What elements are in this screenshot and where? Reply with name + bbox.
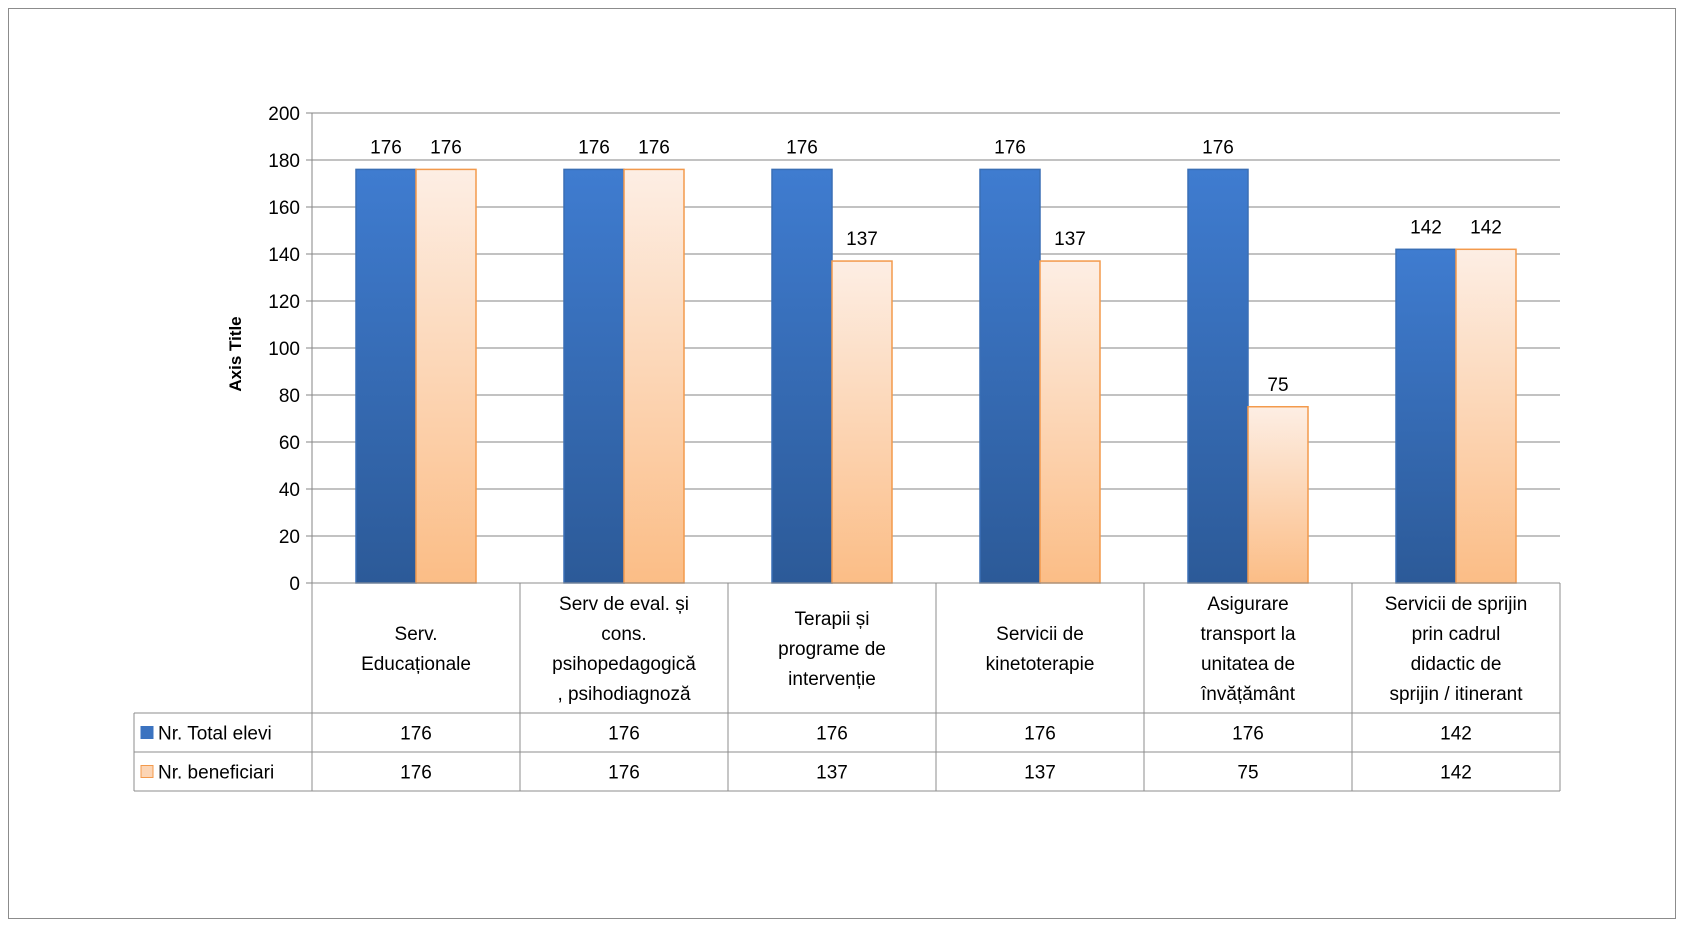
x-category-label: didactic de [1411, 654, 1502, 675]
x-category-label: unitatea de [1201, 654, 1295, 675]
table-cell-value: 142 [1440, 763, 1472, 784]
table-cell-value: 176 [400, 763, 432, 784]
x-category-label: intervenție [788, 669, 876, 690]
y-tick-label: 100 [268, 339, 300, 360]
bar [415, 168, 477, 584]
data-label: 142 [1470, 217, 1502, 238]
table-cell-value: 176 [608, 724, 640, 745]
x-category-label: Servicii de [996, 624, 1084, 645]
data-label: 75 [1267, 375, 1288, 396]
table-cell-value: 176 [1232, 724, 1264, 745]
table-cell-value: 176 [816, 724, 848, 745]
gridlines [306, 112, 1560, 584]
data-label: 176 [578, 137, 610, 158]
y-tick-label: 20 [279, 527, 300, 548]
table-cell-value: 137 [1024, 763, 1056, 784]
data-label: 176 [994, 137, 1026, 158]
legend-series-name: Nr. beneficiari [158, 763, 274, 784]
bar [563, 168, 625, 584]
x-category-label: transport la [1200, 624, 1295, 645]
x-category-label: sprijin / itinerant [1389, 684, 1523, 705]
bar [1455, 248, 1517, 584]
x-category-label: Serv de eval. și [559, 594, 689, 615]
table-cell-value: 137 [816, 763, 848, 784]
table-cell-value: 142 [1440, 724, 1472, 745]
x-category-label: Servicii de sprijin [1385, 594, 1528, 615]
legend-key [140, 726, 154, 739]
bar [831, 260, 893, 584]
bar [1039, 260, 1101, 584]
y-tick-label: 160 [268, 198, 300, 219]
y-tick-label: 0 [289, 574, 300, 595]
data-label: 137 [1054, 229, 1086, 250]
x-category-label: cons. [601, 624, 646, 645]
x-category-label: Educaționale [361, 654, 471, 675]
chart-frame: 0 20 40 60 80 100 120 140 160 180 200 176 176 176 176… [8, 8, 1676, 919]
x-category-label: , psihodiagnoză [557, 684, 691, 705]
data-label: 176 [370, 137, 402, 158]
table-cell-value: 75 [1237, 763, 1258, 784]
data-table: Serv. Educaționale Serv de eval. și cons. ps… [133, 582, 1561, 792]
x-category-label: psihopedagogică [552, 654, 696, 675]
y-axis-title: Axis Title [226, 316, 245, 391]
x-category-label: Terapii și [795, 609, 870, 630]
x-category-label: Serv. [395, 624, 438, 645]
y-tick-label: 80 [279, 386, 300, 407]
x-category-label: învățământ [1200, 684, 1296, 705]
y-axis: 0 20 40 60 80 100 120 140 160 180 200 [268, 104, 313, 595]
y-tick-label: 200 [268, 104, 300, 125]
y-tick-label: 120 [268, 292, 300, 313]
data-label: 137 [846, 229, 878, 250]
legend-series-name: Nr. Total elevi [158, 724, 272, 745]
bar [355, 168, 417, 584]
data-label: 142 [1410, 217, 1442, 238]
table-cell-value: 176 [400, 724, 432, 745]
y-tick-label: 40 [279, 480, 300, 501]
legend-key [140, 765, 154, 778]
x-category-label: kinetoterapie [986, 654, 1095, 675]
table-cell-value: 176 [608, 763, 640, 784]
data-label: 176 [786, 137, 818, 158]
y-tick-label: 180 [268, 151, 300, 172]
x-category-label: Asigurare [1207, 594, 1288, 615]
bar [623, 168, 685, 584]
y-tick-label: 60 [279, 433, 300, 454]
data-label: 176 [430, 137, 462, 158]
data-labels: 176 176 176 176 176 142 176 176 137 137 75 142 [370, 137, 1502, 395]
bars [355, 168, 1517, 584]
bar [771, 168, 833, 584]
data-label: 176 [638, 137, 670, 158]
bar [1395, 248, 1457, 584]
x-category-label: programe de [778, 639, 886, 660]
bar [1187, 168, 1249, 584]
data-label: 176 [1202, 137, 1234, 158]
x-category-label: prin cadrul [1412, 624, 1501, 645]
bar [979, 168, 1041, 584]
y-tick-label: 140 [268, 245, 300, 266]
bar [1247, 406, 1309, 584]
table-cell-value: 176 [1024, 724, 1056, 745]
